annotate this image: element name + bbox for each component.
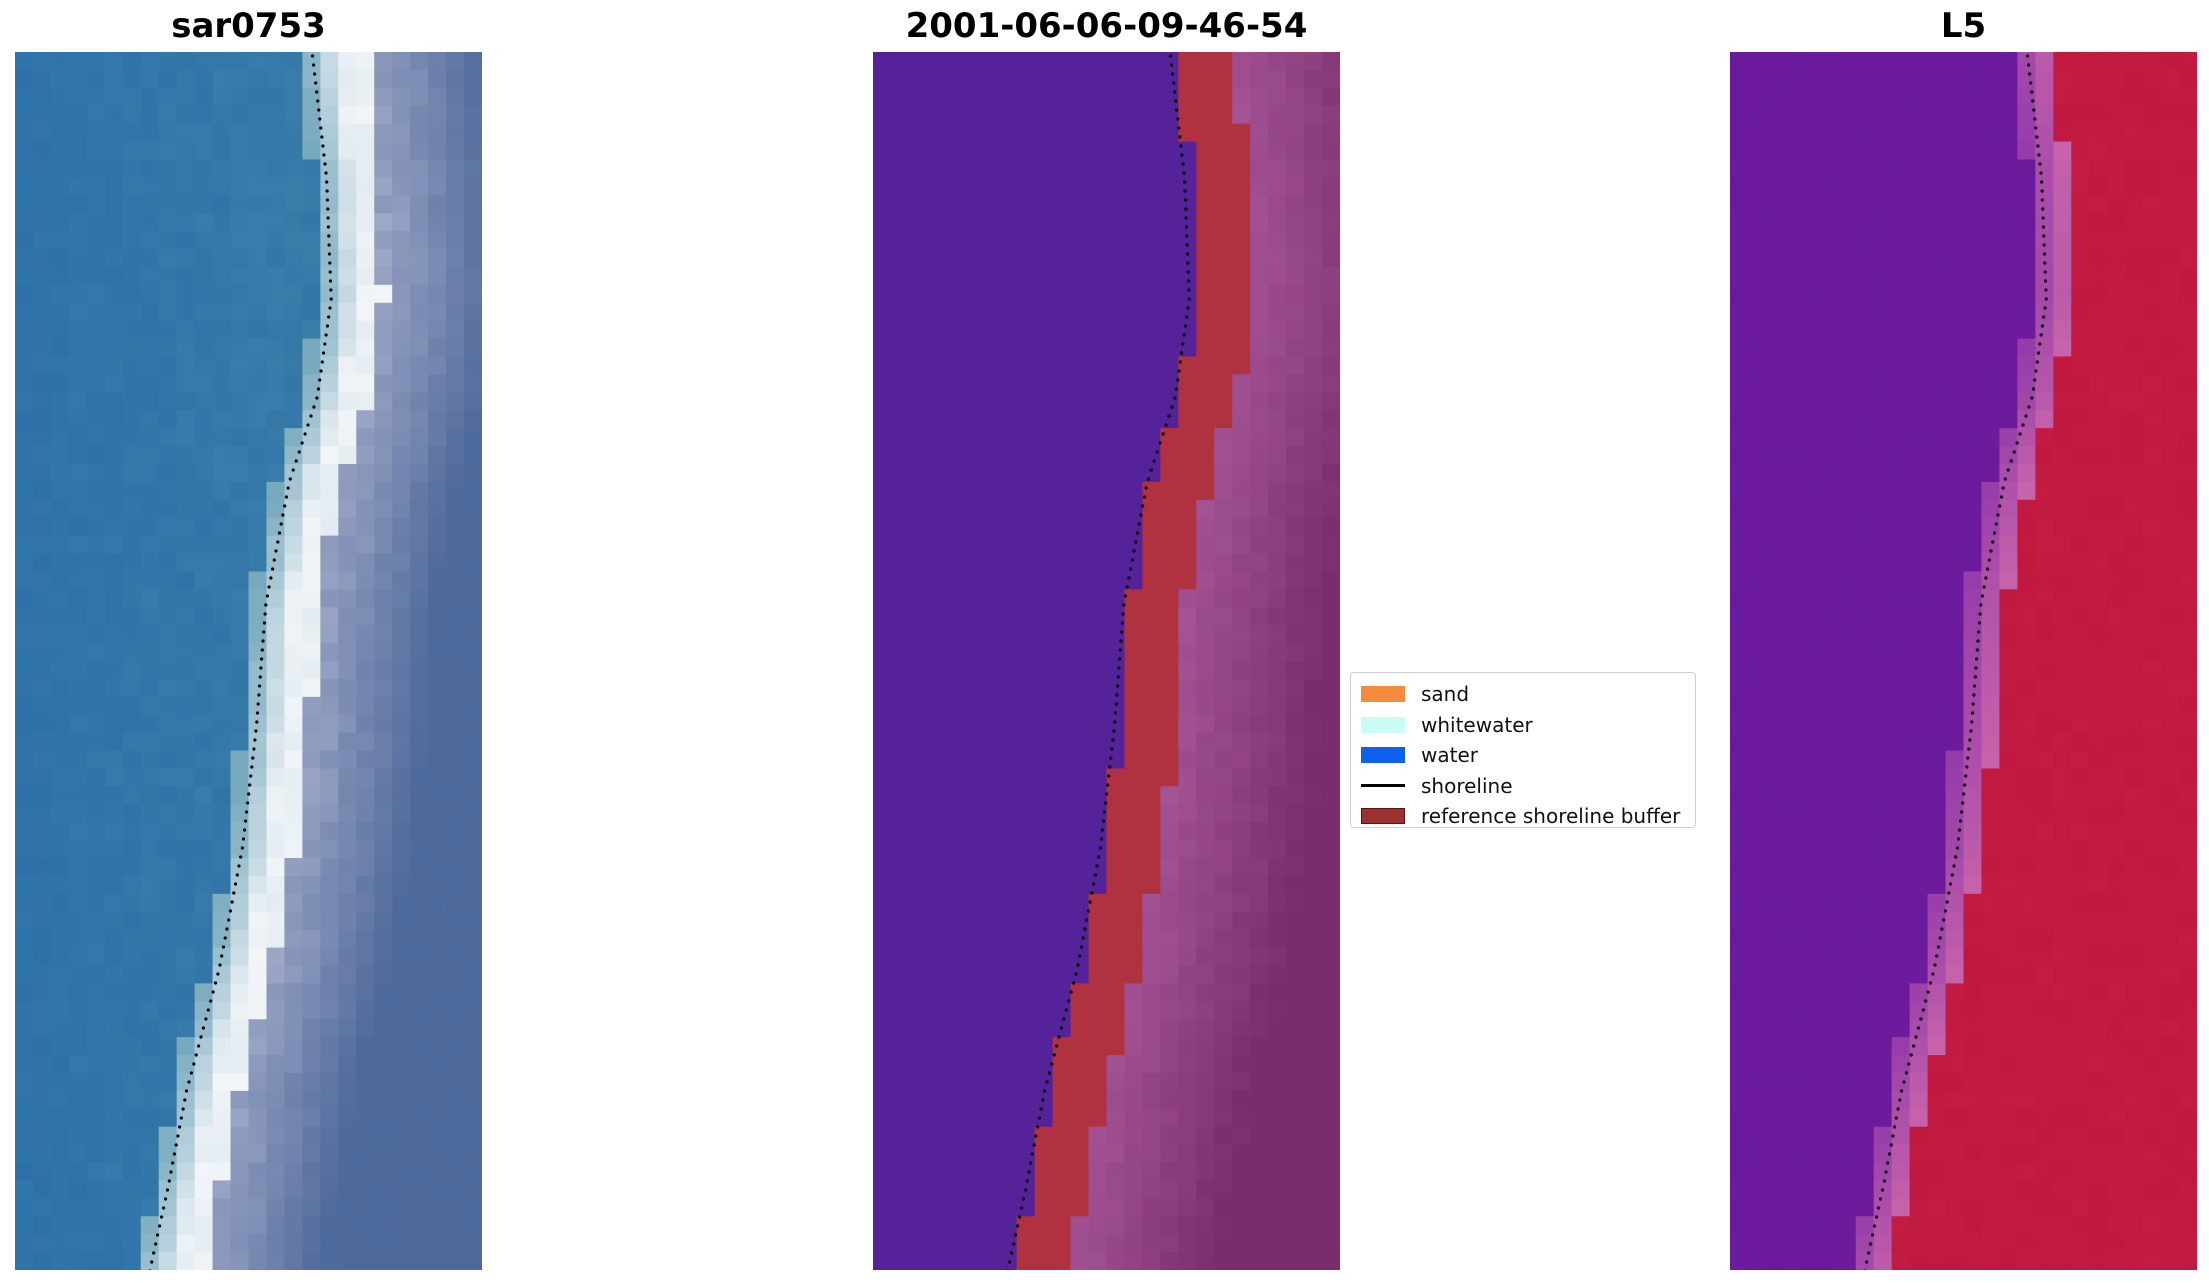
panel-title-classification: 2001-06-06-09-46-54 [905,6,1308,46]
legend-item-sand: sand [1361,679,1685,710]
rgb-satellite-image [15,52,482,1270]
panel-title-rgb: sar0753 [171,6,326,46]
rgb-image-panel [15,52,482,1270]
legend-item-water: water [1361,740,1685,771]
legend-item-whitewater: whitewater [1361,710,1685,741]
index-image [1730,52,2197,1270]
sand-swatch [1361,686,1405,703]
panel-title-index: L5 [1940,6,1987,46]
raster-pixels [15,52,482,1270]
shoreline-dots [1006,54,1191,1270]
shoreline-dots [1863,54,2048,1270]
legend-label: whitewater [1421,712,1533,737]
index-panel [1730,52,2197,1270]
legend: sand whitewater water shoreline referenc… [1350,672,1696,828]
legend-item-reference-buffer: reference shoreline buffer [1361,801,1685,832]
classified-image [873,52,1340,1270]
shoreline-line-swatch [1361,784,1405,788]
shoreline-dots [148,54,333,1270]
classification-panel [873,52,1340,1270]
legend-label: sand [1421,682,1470,707]
raster-pixels [873,52,1340,1270]
legend-label: shoreline [1421,773,1513,798]
legend-item-shoreline: shoreline [1361,771,1685,802]
water-swatch [1361,747,1405,764]
reference-buffer-swatch [1361,808,1405,825]
legend-label: water [1421,743,1478,768]
raster-pixels [1730,52,2197,1270]
legend-label: reference shoreline buffer [1421,804,1681,829]
whitewater-swatch [1361,716,1405,733]
